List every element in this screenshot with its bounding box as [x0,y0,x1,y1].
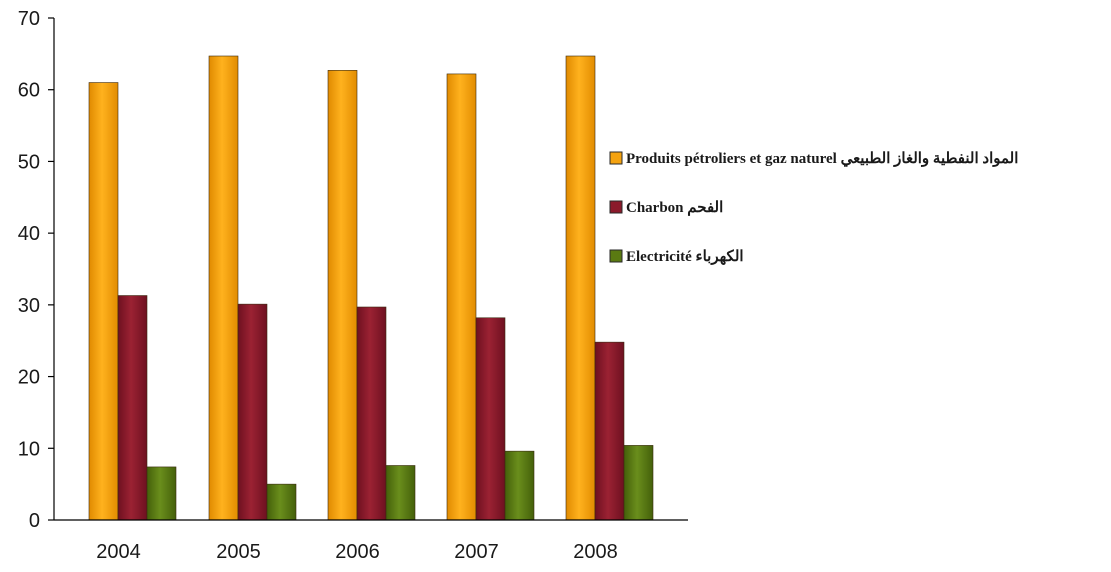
x-tick-label: 2006 [335,541,380,563]
bar-2-2004 [117,295,148,521]
x-axis-ticks: 2004 2005 2006 2007 2008 [96,541,618,563]
legend: Produits pétroliers et gaz naturel الموا… [609,151,1018,265]
bar-2-2005 [237,303,268,521]
bar-3-2005 [266,483,297,521]
y-tick-label: 40 [18,223,40,245]
axes-layer [53,18,688,521]
legend-label: Charbon الفحم [626,200,723,216]
bar-2-2007 [475,317,506,521]
bar-1-2008 [565,55,596,521]
y-axis-ticks: 0 10 20 30 40 50 60 70 [18,8,54,532]
bar-3-2008 [623,445,654,521]
bar-1-2004 [88,82,119,521]
x-tick-label: 2008 [573,541,618,563]
y-tick-label: 30 [18,295,40,317]
bar-1-2006 [327,70,358,521]
y-tick-label: 70 [18,8,40,30]
bar-1-2005 [208,55,239,521]
bars-layer [88,55,654,521]
y-tick-label: 10 [18,438,40,460]
bar-3-2007 [504,450,535,521]
x-tick-label: 2005 [216,541,261,563]
y-tick-label: 50 [18,151,40,173]
bar-3-2006 [385,465,416,521]
bar-1-2007 [446,73,477,521]
y-tick-label: 60 [18,80,40,102]
x-tick-label: 2007 [454,541,499,563]
bar-2-2006 [356,306,387,521]
legend-swatch [609,200,623,214]
y-tick-label: 20 [18,367,40,389]
y-tick-label: 0 [29,510,40,532]
bar-2-2008 [594,341,625,521]
legend-label: Electricité الكهرباء [626,249,744,265]
legend-swatch [609,151,623,165]
x-tick-label: 2004 [96,541,141,563]
legend-label: Produits pétroliers et gaz naturel الموا… [626,151,1018,168]
legend-swatch [609,249,623,263]
bar-3-2004 [146,466,177,521]
